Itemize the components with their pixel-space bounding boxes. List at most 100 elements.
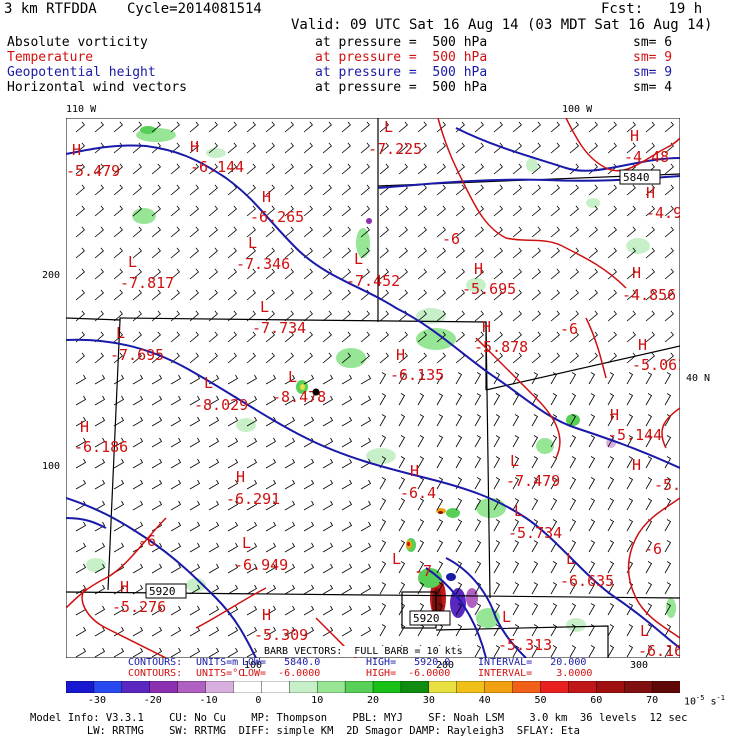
wind-barb bbox=[303, 310, 313, 322]
wind-barb bbox=[512, 163, 522, 175]
wind-barb bbox=[398, 561, 406, 574]
wind-barb bbox=[531, 519, 539, 532]
wind-barb bbox=[531, 205, 541, 217]
wind-barb bbox=[493, 310, 503, 322]
wind-barb bbox=[265, 563, 277, 574]
wind-barb bbox=[303, 416, 315, 427]
wind-barb bbox=[208, 395, 220, 406]
wind-barb bbox=[227, 437, 239, 448]
wind-barb bbox=[569, 247, 579, 259]
colorbar-tick-label: 30 bbox=[422, 695, 435, 706]
wind-barb bbox=[265, 374, 277, 385]
temperature-value: -7.225 bbox=[368, 140, 422, 158]
wind-barb bbox=[607, 393, 615, 406]
wind-barb bbox=[531, 121, 541, 133]
wind-barb bbox=[474, 414, 482, 427]
wind-barb bbox=[607, 142, 617, 154]
wind-barb bbox=[569, 142, 579, 154]
wind-barb bbox=[322, 521, 334, 532]
wind-barb bbox=[113, 352, 123, 364]
wind-barb bbox=[436, 352, 446, 364]
wind-barb bbox=[132, 268, 142, 280]
wind-barb bbox=[512, 603, 520, 616]
wind-barb bbox=[132, 563, 144, 574]
wind-barb bbox=[113, 605, 125, 616]
wind-barb bbox=[189, 584, 201, 595]
wind-barb bbox=[189, 374, 201, 385]
wind-barb bbox=[189, 163, 199, 175]
wind-barb bbox=[132, 374, 144, 385]
wind-barb bbox=[284, 163, 294, 175]
wind-barb bbox=[493, 268, 503, 280]
wind-barb bbox=[569, 205, 579, 217]
colorbar-tick-label: 20 bbox=[367, 695, 380, 706]
wind-barb bbox=[246, 584, 258, 595]
weather-map: 5840 5920 5920 H -5.479 H -6.144 H -6.26… bbox=[66, 118, 680, 658]
wind-barb bbox=[379, 519, 387, 532]
wind-barb bbox=[303, 563, 315, 574]
wind-barb bbox=[607, 184, 617, 196]
wind-barb bbox=[569, 603, 577, 616]
wind-barb bbox=[588, 477, 596, 490]
wind-barb bbox=[607, 372, 615, 385]
wind-barb bbox=[113, 163, 123, 175]
wind-barb bbox=[474, 435, 482, 448]
wind-barb bbox=[170, 500, 182, 511]
high-marker: H bbox=[610, 406, 619, 424]
wind-barb bbox=[341, 542, 353, 553]
temperature-value: -7.734 bbox=[252, 319, 306, 337]
wind-barb bbox=[341, 458, 353, 469]
wind-barb bbox=[208, 605, 220, 616]
wind-barb bbox=[455, 393, 463, 406]
wind-barb bbox=[189, 416, 201, 427]
wind-barb bbox=[550, 414, 558, 427]
wind-barb bbox=[132, 247, 142, 259]
temperature-value: -4.9 bbox=[646, 204, 680, 222]
wind-barb bbox=[227, 374, 239, 385]
wind-barb bbox=[303, 542, 315, 553]
wind-barb bbox=[303, 163, 313, 175]
colorbar-swatch bbox=[121, 681, 151, 693]
x-tick-300: 300 bbox=[630, 660, 649, 671]
wind-barb bbox=[550, 331, 560, 343]
wind-barb bbox=[189, 458, 201, 469]
wind-barb bbox=[569, 331, 579, 343]
wind-barb bbox=[151, 331, 161, 343]
wind-barb bbox=[493, 247, 503, 259]
low-marker: L bbox=[242, 534, 251, 552]
wind-barb bbox=[626, 498, 634, 511]
field-sm-height: sm= 9 bbox=[633, 65, 673, 80]
wind-barb bbox=[284, 626, 296, 637]
wind-barb bbox=[189, 247, 199, 259]
wind-barb bbox=[360, 268, 370, 280]
wind-barb bbox=[626, 142, 636, 154]
contour-info-temp-interval: INTERVAL= 3.0000 bbox=[478, 668, 593, 679]
field-sm-wind: sm= 4 bbox=[633, 80, 673, 95]
wind-barb bbox=[607, 268, 617, 280]
vorticity-patch bbox=[438, 511, 443, 514]
wind-barb bbox=[512, 561, 520, 574]
wind-barb bbox=[227, 163, 237, 175]
wind-barb bbox=[645, 456, 653, 469]
wind-barb bbox=[303, 331, 313, 343]
height-contour-5860 bbox=[66, 338, 680, 649]
wind-barb bbox=[132, 542, 144, 553]
wind-barb bbox=[132, 289, 142, 301]
wind-barb bbox=[569, 477, 577, 490]
wind-barb bbox=[189, 542, 201, 553]
wind-barb bbox=[474, 393, 482, 406]
wind-barb bbox=[303, 205, 313, 217]
field-pressure-vorticity: at pressure = 500 hPa bbox=[315, 35, 488, 50]
temperature-value: -5.309 bbox=[254, 626, 308, 644]
wind-barb bbox=[170, 479, 182, 490]
wind-barb bbox=[94, 247, 104, 259]
wind-barb bbox=[322, 289, 332, 301]
temperature-value: -7.817 bbox=[120, 274, 174, 292]
wind-barb bbox=[341, 374, 353, 385]
wind-barb bbox=[607, 582, 615, 595]
colorbar-swatch bbox=[456, 681, 486, 693]
wind-barb bbox=[550, 352, 560, 364]
wind-barb bbox=[626, 310, 636, 322]
wind-barb bbox=[531, 456, 539, 469]
temperature-value: -5.276 bbox=[112, 598, 166, 616]
